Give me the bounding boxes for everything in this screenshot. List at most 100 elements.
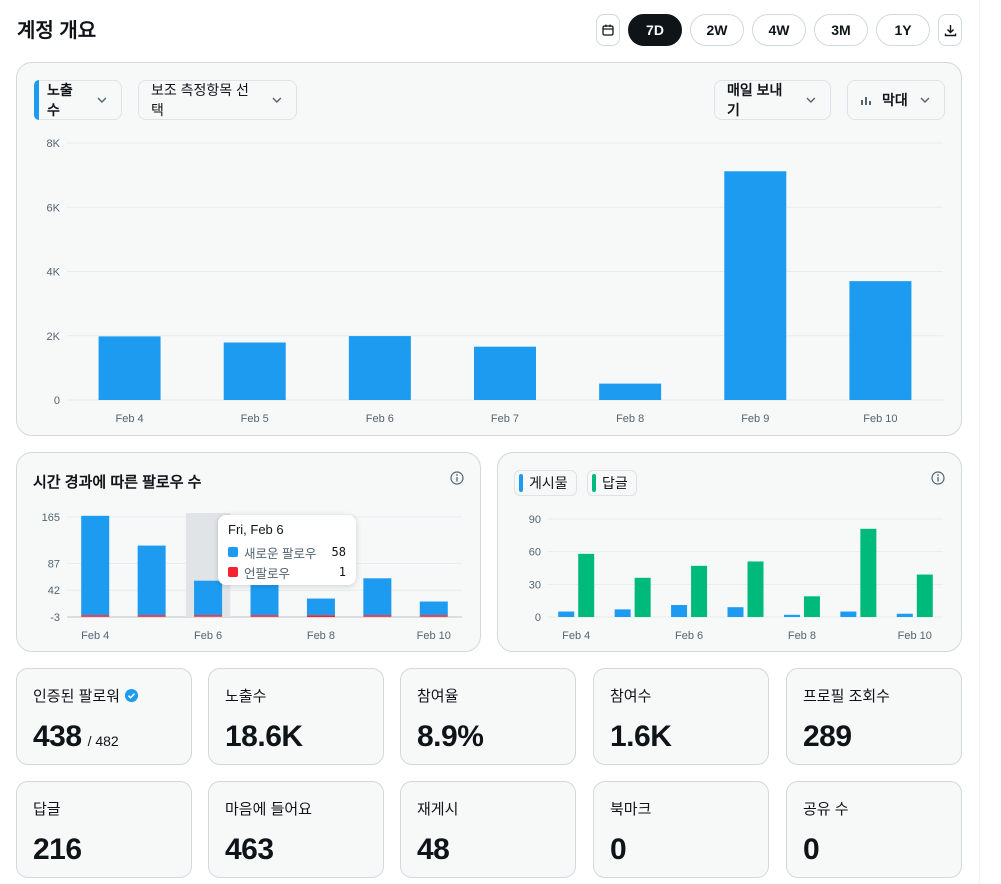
y-tick-label: 4K <box>47 267 61 279</box>
posts-replies-chart-card: 게시물 답글 0 30 60 90 Feb 4 Feb 6 Feb 8 Feb 10 <box>497 452 962 652</box>
posts-bar <box>896 613 913 617</box>
x-tick-label: Feb 5 <box>241 413 269 425</box>
posts-bar <box>671 605 688 617</box>
page-scrollbar[interactable] <box>979 0 1001 884</box>
replies-bar <box>803 596 820 617</box>
secondary-metric-select[interactable]: 보조 측정항목 선택 <box>138 80 297 120</box>
x-tick-label: Feb 6 <box>194 630 222 642</box>
tooltip-new-label: 새로운 팔로우 <box>244 546 317 561</box>
stat-engagement-rate[interactable]: 참여율 8.9% <box>400 668 576 765</box>
stat-label: 인증된 팔로워 <box>33 688 120 705</box>
legend-replies-swatch <box>592 474 596 492</box>
x-tick-label: Feb 8 <box>788 630 816 642</box>
replies-bar <box>691 565 708 617</box>
stat-shares[interactable]: 공유 수 0 <box>786 781 962 878</box>
range-1y-button[interactable]: 1Y <box>876 14 930 46</box>
impressions-bar <box>223 342 286 400</box>
tooltip-unfollow-label: 언팔로우 <box>244 566 291 581</box>
export-label: 매일 보내기 <box>727 82 783 118</box>
impressions-bar <box>724 171 787 400</box>
new-follows-bar <box>81 515 110 616</box>
y-tick-label: 87 <box>48 558 60 570</box>
stat-reposts[interactable]: 재게시 48 <box>400 781 576 878</box>
y-tick-label: 8K <box>47 138 61 150</box>
secondary-metric-label: 보조 측정항목 선택 <box>151 82 249 118</box>
stat-likes[interactable]: 마음에 들어요 463 <box>208 781 384 878</box>
y-tick-label: 42 <box>48 585 60 597</box>
stat-engagements[interactable]: 참여수 1.6K <box>593 668 769 765</box>
range-4w-button[interactable]: 4W <box>752 14 806 46</box>
x-tick-label: Feb 10 <box>863 413 897 425</box>
export-select[interactable]: 매일 보내기 <box>714 80 831 120</box>
stat-impressions[interactable]: 노출수 18.6K <box>208 668 384 765</box>
stat-value: 216 <box>33 833 82 866</box>
stat-value: 48 <box>417 833 450 866</box>
stat-profile-visits[interactable]: 프로필 조회수 289 <box>786 668 962 765</box>
verified-badge-icon <box>124 688 139 703</box>
range-3m-button[interactable]: 3M <box>814 14 868 46</box>
legend-posts[interactable]: 게시물 <box>514 470 577 496</box>
x-tick-label: Feb 4 <box>81 630 109 642</box>
chart-type-label: 막대 <box>882 92 908 108</box>
tooltip-row-new: 새로운 팔로우 58 <box>228 542 346 562</box>
new-follows-bar <box>419 601 448 616</box>
stat-value: 463 <box>225 833 274 866</box>
legend-replies-label: 답글 <box>602 475 628 491</box>
stat-label: 노출수 <box>225 688 267 705</box>
stat-verified-followers[interactable]: 인증된 팔로워 438 / 482 <box>16 668 192 765</box>
posts-replies-bar-chart: 0 30 60 90 Feb 4 Feb 6 Feb 8 Feb 10 <box>529 514 943 642</box>
y-tick-label: 165 <box>42 512 60 524</box>
unfollows-bar <box>306 615 335 617</box>
metric-select[interactable]: 노출수 <box>34 80 122 120</box>
stat-sub: / 482 <box>87 733 119 749</box>
impressions-bar-chart: 0 2K 4K 6K 8K Feb 4 Feb 5 Feb 6 Feb 7 Feb 8 Feb 9 F… <box>47 138 943 425</box>
chevron-down-icon <box>920 97 930 103</box>
legend-replies[interactable]: 답글 <box>587 470 637 496</box>
posts-bar <box>558 611 575 617</box>
stat-value: 0 <box>803 833 820 866</box>
stat-label: 북마크 <box>610 801 652 818</box>
y-tick-label: 6K <box>47 202 61 214</box>
stat-label: 공유 수 <box>803 801 849 818</box>
range-2w-button[interactable]: 2W <box>690 14 744 46</box>
stat-label: 참여율 <box>417 688 459 705</box>
replies-bar <box>578 553 595 617</box>
posts-bar <box>727 607 744 617</box>
x-tick-label: Feb 10 <box>898 630 932 642</box>
impressions-chart-card: 노출수 보조 측정항목 선택 매일 보내기 막대 0 2K 4K 6K 8K Feb 4 F… <box>16 62 962 436</box>
tooltip-date: Fri, Feb 6 <box>228 522 284 537</box>
replies-bar <box>860 528 877 617</box>
chevron-down-icon <box>272 97 282 103</box>
posts-bar <box>840 611 857 617</box>
stat-label: 재게시 <box>417 801 459 818</box>
info-icon[interactable] <box>931 471 945 485</box>
metric-accent <box>34 80 39 120</box>
x-tick-label: Feb 8 <box>307 630 335 642</box>
y-tick-label: 90 <box>529 514 541 526</box>
tooltip-new-value: 58 <box>331 545 346 559</box>
stat-replies[interactable]: 답글 216 <box>16 781 192 878</box>
stat-bookmarks[interactable]: 북마크 0 <box>593 781 769 878</box>
range-7d-button[interactable]: 7D <box>628 14 682 46</box>
stat-value: 438 <box>33 720 82 753</box>
new-follows-bar <box>137 545 166 616</box>
impressions-bar <box>474 346 536 400</box>
page-title: 계정 개요 <box>17 20 97 42</box>
x-tick-label: Feb 4 <box>562 630 590 642</box>
x-tick-label: Feb 10 <box>417 630 451 642</box>
impressions-bar <box>98 336 161 400</box>
calendar-button[interactable] <box>596 14 620 46</box>
y-tick-label: 0 <box>54 395 60 407</box>
unfollows-bar <box>419 615 448 617</box>
tooltip-new-swatch <box>228 547 238 557</box>
date-range-bar: 7D 2W 4W 3M 1Y <box>596 14 962 46</box>
posts-bar <box>614 609 631 617</box>
chevron-down-icon <box>97 97 107 103</box>
legend-posts-swatch <box>519 474 523 492</box>
unfollows-bar <box>81 615 110 617</box>
info-icon[interactable] <box>450 471 464 485</box>
chart-type-select[interactable]: 막대 <box>847 80 945 120</box>
unfollows-bar <box>194 615 223 617</box>
download-button[interactable] <box>938 14 962 46</box>
download-icon <box>944 24 956 36</box>
